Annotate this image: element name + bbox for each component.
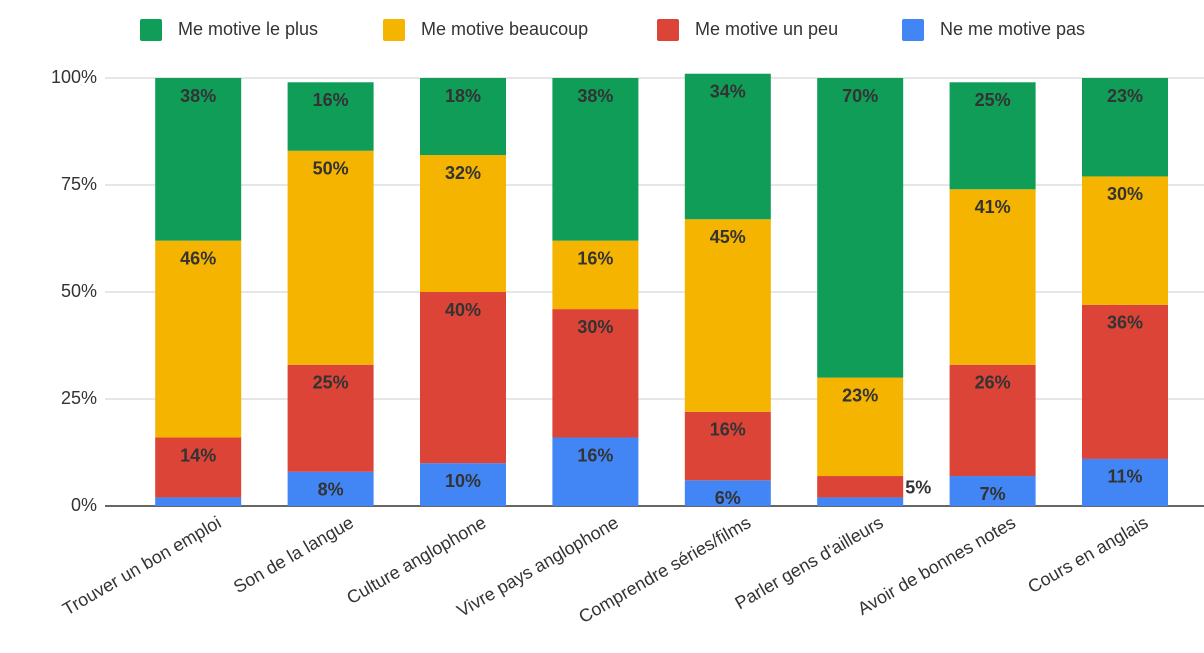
bar-segment: [817, 476, 904, 498]
data-label: 16%: [577, 445, 613, 465]
bar-segment: [817, 78, 904, 378]
legend-label: Me motive beaucoup: [421, 19, 588, 39]
data-label: 30%: [1107, 184, 1143, 204]
data-label: 11%: [1107, 467, 1142, 487]
bar-segment: [1082, 176, 1168, 305]
data-label: 14%: [180, 445, 216, 465]
bar-segment: [155, 437, 242, 498]
data-label: 16%: [313, 90, 349, 110]
data-label: 50%: [313, 159, 349, 179]
bar-segment: [287, 82, 374, 151]
bar-segment: [949, 364, 1036, 477]
data-label: 70%: [842, 86, 878, 106]
x-tick-label: Culture anglophone: [343, 512, 489, 608]
bar-segment: [287, 150, 374, 365]
bar-segment: [552, 240, 639, 310]
bar-segment: [949, 82, 1036, 190]
bar-segment: [155, 240, 242, 438]
bar-segment: [1082, 458, 1168, 506]
data-label: 34%: [710, 81, 746, 101]
bar-segment: [1082, 304, 1168, 459]
y-tick-label: 0%: [71, 495, 97, 515]
bar-segment: [420, 155, 506, 292]
bar-segment: [1082, 78, 1168, 177]
legend-label: Ne me motive pas: [940, 19, 1085, 39]
data-label: 23%: [842, 385, 878, 405]
bar-segment: [155, 78, 242, 241]
bar-segment: [949, 189, 1036, 365]
bar-segment: [817, 377, 904, 477]
data-label: 25%: [975, 90, 1011, 110]
legend-label: Me motive un peu: [695, 19, 838, 39]
data-label: 41%: [975, 197, 1011, 217]
bar-segment: [420, 292, 506, 464]
legend-label: Me motive le plus: [178, 19, 318, 39]
data-label: 5%: [905, 477, 931, 497]
x-tick-label: Son de la langue: [230, 512, 357, 597]
y-tick-label: 75%: [61, 174, 97, 194]
y-tick-label: 25%: [61, 388, 97, 408]
data-label: 16%: [710, 420, 746, 440]
data-label: 23%: [1107, 86, 1143, 106]
bar-segment: [552, 309, 639, 438]
data-label: 38%: [577, 86, 613, 106]
y-tick-label: 50%: [61, 281, 97, 301]
data-label: 25%: [313, 373, 349, 393]
bar-segment: [287, 364, 374, 472]
data-label: 38%: [180, 86, 216, 106]
bar-segment: [684, 73, 771, 220]
bar-segment: [420, 78, 506, 156]
legend-swatch: [902, 19, 924, 41]
y-tick-label: 100%: [51, 67, 97, 87]
data-label: 7%: [980, 484, 1006, 504]
bar-segment: [552, 78, 639, 241]
data-label: 32%: [445, 163, 481, 183]
bar-segment: [552, 437, 639, 506]
data-label: 40%: [445, 300, 481, 320]
data-label: 36%: [1107, 313, 1143, 333]
data-label: 26%: [975, 373, 1011, 393]
x-tick-label: Trouver un bon emploi: [59, 512, 224, 619]
data-label: 16%: [577, 248, 613, 268]
data-label: 10%: [445, 471, 481, 491]
bar-segment: [684, 219, 771, 412]
data-label: 18%: [445, 86, 481, 106]
bar-segment: [155, 497, 242, 506]
legend-swatch: [383, 19, 405, 41]
bar-segment: [684, 411, 771, 481]
bar-segment: [287, 471, 374, 506]
legend-swatch: [657, 19, 679, 41]
data-label: 45%: [710, 227, 746, 247]
bar-segment: [684, 480, 771, 506]
data-label: 46%: [180, 248, 216, 268]
x-tick-label: Cours en anglais: [1024, 512, 1151, 597]
bar-segment: [420, 463, 506, 506]
bar-segment: [817, 497, 904, 506]
legend-swatch: [140, 19, 162, 41]
data-label: 6%: [715, 488, 741, 508]
data-label: 30%: [577, 317, 613, 337]
data-label: 8%: [318, 480, 344, 500]
bar-segment: [949, 476, 1036, 506]
